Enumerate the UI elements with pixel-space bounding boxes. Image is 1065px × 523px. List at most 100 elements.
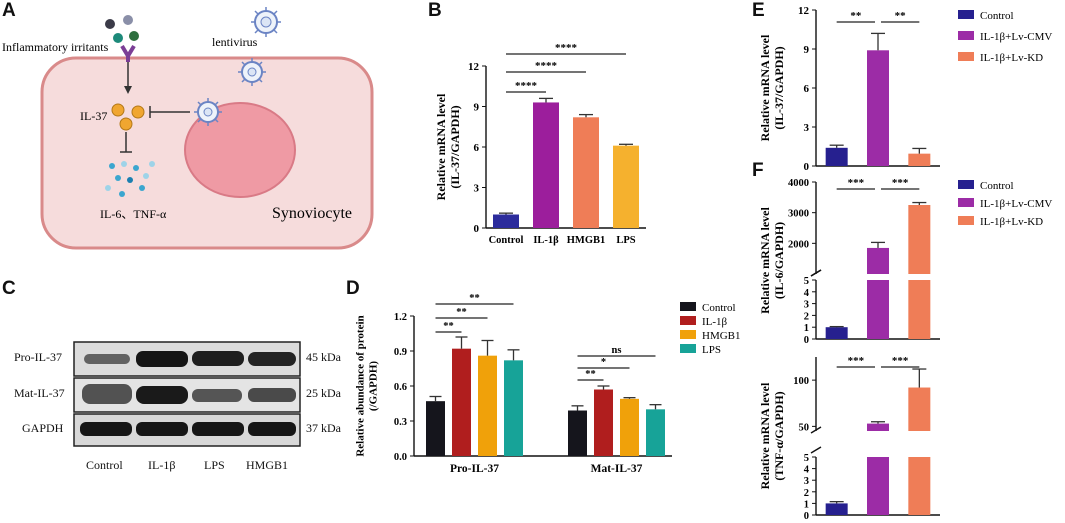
y-tick-label: 1.2 [394, 312, 407, 323]
cytokine-cluster [105, 161, 155, 197]
significance-label: ** [850, 10, 862, 22]
panel-e-letter: E [752, 0, 765, 21]
bar-lower-segment [867, 280, 889, 339]
lentivirus-icon [238, 58, 266, 86]
bar [452, 348, 471, 456]
irritant-particle [123, 15, 133, 25]
bar-upper-segment [908, 387, 931, 431]
legend-label: Control [980, 10, 1014, 22]
bar [426, 401, 445, 456]
y-tick-label: 2 [804, 311, 809, 322]
y-tick-label: 6 [474, 142, 480, 154]
y-tick-label: 3 [804, 300, 809, 311]
y-tick-label: 100 [793, 376, 809, 387]
significance-label: *** [892, 177, 909, 189]
legend-label: IL-1β+Lv-KD [980, 52, 1043, 64]
y-axis-label: (/GAPDH) [368, 361, 380, 411]
bar [867, 50, 889, 166]
x-tick-label: Mat-IL-37 [591, 463, 643, 475]
y-tick-label: 3 [804, 122, 810, 134]
legend-swatch [958, 31, 974, 40]
bar-lower-segment [908, 457, 931, 515]
legend-label: HMGB1 [702, 330, 741, 342]
y-axis-label: (IL-37/GAPDH) [772, 46, 786, 129]
y-tick-label: 5 [804, 276, 809, 287]
y-tick-label: 3 [474, 183, 480, 195]
y-tick-label: 1 [804, 499, 809, 510]
bar [825, 503, 848, 515]
y-tick-label: 0 [474, 223, 480, 235]
y-tick-label: 2000 [788, 239, 809, 250]
legend-swatch [958, 216, 974, 225]
bar-lower-segment [867, 457, 889, 515]
cytokines-label: IL-6、TNF-α [100, 207, 167, 221]
significance-label: ns [612, 345, 622, 356]
blot-lane-hmgb1: HMGB1 [246, 458, 289, 472]
legend-swatch [958, 198, 974, 207]
y-axis-label: Relative mRNA level [758, 382, 772, 489]
legend-label: IL-1β+Lv-CMV [980, 198, 1052, 210]
y-tick-label: 0 [804, 335, 809, 346]
irritants-label: Inflammatory irritants [2, 40, 109, 54]
chart-b-il37-mrna: 0 3 6 9 12 Control IL-1β HMGB1 LPS Relative mRNA … [434, 42, 646, 246]
axis-break-mark [810, 426, 822, 434]
legend-label: Control [702, 302, 736, 314]
blot-lane-il1b: IL-1β [148, 458, 176, 472]
bar-upper-segment [908, 205, 931, 274]
significance-label: ** [585, 369, 596, 380]
x-tick-label: IL-1β [533, 235, 559, 246]
blot-kda-mat: 25 kDa [306, 386, 341, 400]
y-tick-label: 0.9 [394, 347, 407, 358]
blot-lane-control: Control [86, 458, 123, 472]
il37-particle [111, 103, 125, 117]
lentivirus-icon [194, 98, 222, 126]
y-tick-label: 0.6 [394, 382, 407, 393]
blot-row-gapdh [73, 413, 301, 447]
y-tick-label: 4 [804, 288, 810, 299]
panel-a-schematic: Inflammatory irritants lentivirus IL-37 … [2, 7, 374, 250]
bar [825, 147, 848, 166]
il37-particle [119, 117, 133, 131]
x-tick-label: Control [489, 235, 524, 246]
panel-f-letter: F [752, 160, 764, 181]
blot-row-pro-il37 [73, 341, 301, 377]
bar [493, 214, 519, 228]
y-axis-label: (TNF-α/GAPDH) [772, 391, 786, 480]
y-axis-label: Relative mRNA level [434, 93, 448, 200]
significance-label: *** [848, 177, 865, 189]
bar [825, 327, 848, 339]
y-tick-label: 12 [468, 61, 480, 73]
y-tick-label: 50 [799, 422, 810, 433]
y-tick-label: 0 [804, 511, 809, 522]
irritant-particle [105, 19, 115, 29]
receptor-icon [120, 44, 136, 62]
significance-label: **** [555, 42, 578, 54]
significance-label: *** [892, 355, 909, 367]
y-tick-label: 0.0 [394, 452, 407, 463]
y-tick-label: 2 [804, 488, 809, 499]
x-tick-label: Pro-IL-37 [450, 463, 499, 475]
bar [908, 153, 931, 166]
significance-label: **** [515, 80, 538, 92]
y-axis-label: (IL-37/GAPDH) [448, 105, 462, 188]
blot-label-mat-il37: Mat-IL-37 [14, 386, 65, 400]
y-axis-label: (IL-6/GAPDH) [772, 222, 786, 299]
axis-break-mark [810, 269, 822, 277]
panel-a-letter: A [2, 0, 16, 21]
legend-label: IL-1β+Lv-CMV [980, 31, 1052, 43]
bar-upper-segment [867, 247, 889, 274]
x-tick-label: LPS [616, 235, 635, 246]
arrowhead [124, 86, 132, 94]
significance-label: * [601, 357, 606, 368]
bar [533, 102, 559, 228]
y-tick-label: 6 [804, 83, 810, 95]
bar [573, 117, 599, 228]
significance-label: **** [535, 60, 558, 72]
blot-kda-pro: 45 kDa [306, 350, 341, 364]
blot-kda-gapdh: 37 kDa [306, 421, 341, 435]
significance-label: ** [895, 10, 907, 22]
bar [478, 355, 497, 456]
